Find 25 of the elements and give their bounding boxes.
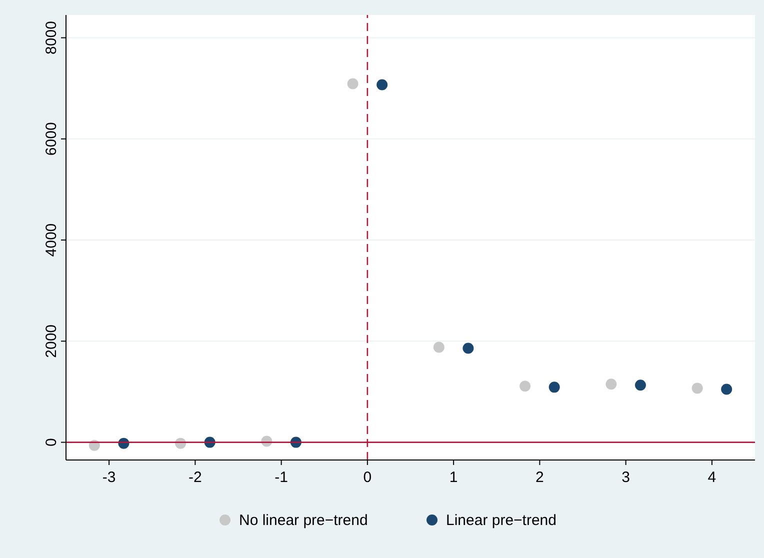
legend-label: Linear pre−trend <box>446 512 556 529</box>
y-tick-label: 6000 <box>43 122 60 156</box>
point <box>606 378 617 390</box>
x-tick-label: 4 <box>708 469 716 486</box>
x-tick-label: 1 <box>449 469 458 486</box>
y-tick-label: 8000 <box>43 21 60 54</box>
point <box>721 384 732 395</box>
point <box>376 79 388 90</box>
point <box>433 342 444 353</box>
x-tick-label: -3 <box>102 469 116 486</box>
point <box>520 380 531 392</box>
y-tick-label: 2000 <box>43 324 60 358</box>
point <box>692 382 703 394</box>
point <box>462 342 474 354</box>
x-tick-label: -1 <box>274 469 288 486</box>
x-tick-label: 2 <box>536 469 544 486</box>
x-tick-label: 3 <box>622 469 630 486</box>
y-tick-label: 0 <box>43 438 60 446</box>
point <box>634 380 646 391</box>
point <box>548 382 560 393</box>
x-tick-label: 0 <box>363 469 372 486</box>
y-tick-label: 4000 <box>43 223 60 257</box>
legend-label: No linear pre−trend <box>239 512 368 529</box>
x-tick-label: -2 <box>188 469 202 486</box>
point <box>347 78 358 90</box>
